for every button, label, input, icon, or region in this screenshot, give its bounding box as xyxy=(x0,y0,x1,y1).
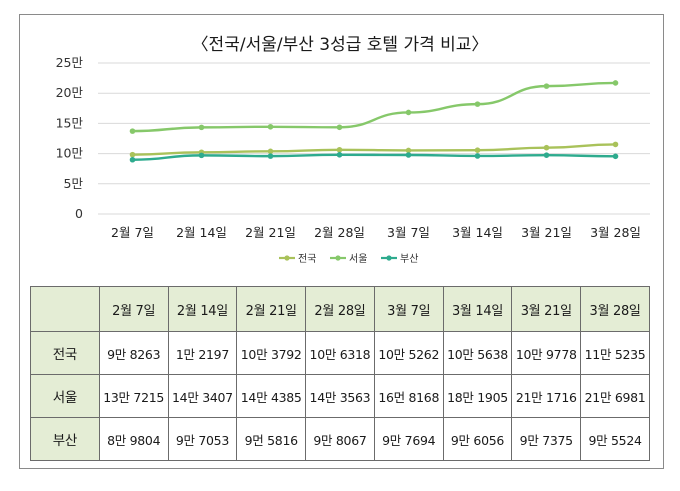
table-cell: 13만 7215 xyxy=(98,374,169,418)
table-cell: 16먼 8168 xyxy=(373,374,444,418)
table-column-header: 2월 7일 xyxy=(98,286,169,332)
data-point xyxy=(543,152,550,158)
table-cell: 9만 6056 xyxy=(442,417,513,461)
data-point xyxy=(543,144,550,151)
table-cell: 10만 3792 xyxy=(236,331,307,375)
x-tick-label: 2월 21일 xyxy=(245,225,296,240)
legend-label: 전국 xyxy=(298,253,316,265)
table-cell: 9만 7694 xyxy=(373,417,444,461)
data-point xyxy=(267,123,274,130)
table-cell: 10만 6318 xyxy=(305,331,375,375)
y-tick-label: 25만 xyxy=(56,55,84,70)
legend-label: 서울 xyxy=(349,253,367,265)
data-point xyxy=(543,83,550,89)
data-point xyxy=(612,141,619,148)
table-cell: 1만 2197 xyxy=(167,331,238,375)
table-column-header: 3월 7일 xyxy=(373,286,444,332)
data-point xyxy=(267,148,274,155)
table-cell: 8만 9804 xyxy=(98,417,169,461)
data-point xyxy=(612,80,619,86)
x-tick-label: 3월 7일 xyxy=(387,225,430,240)
table-row-header: 서울 xyxy=(30,374,100,418)
data-point xyxy=(129,156,136,163)
table-column-header: 3월 14일 xyxy=(442,286,513,332)
table-cell: 9만 7375 xyxy=(511,417,582,461)
data-point xyxy=(474,101,481,107)
table-corner-cell xyxy=(30,286,100,332)
table-cell: 9먼 5816 xyxy=(236,417,307,461)
series-line xyxy=(132,81,616,133)
x-tick-label: 3월 14일 xyxy=(452,225,503,240)
table-header-row: 2월 7일 2월 14일 2월 21일 2월 28일 3월 7일 3월 14일 3월 21일… xyxy=(30,286,650,332)
table-cell: 9만 8067 xyxy=(305,417,375,461)
data-point xyxy=(474,153,481,159)
table-column-header: 3월 28일 xyxy=(580,286,650,332)
x-tick-label: 2월 14일 xyxy=(176,225,227,240)
table-row-header: 부산 xyxy=(30,417,100,461)
table-cell: 14만 4385 xyxy=(236,374,307,418)
series-line xyxy=(132,143,616,156)
y-tick-label: 15만 xyxy=(56,115,84,130)
table-cell: 9만 5524 xyxy=(580,417,650,461)
table-cell: 10만 9778 xyxy=(511,331,582,375)
table-cell: 21만 6981 xyxy=(580,374,650,418)
table-cell: 9만 8263 xyxy=(98,331,169,375)
data-point xyxy=(474,147,481,153)
y-tick-label: 20만 xyxy=(56,85,84,100)
data-point xyxy=(612,153,619,160)
table-cell: 10만 5638 xyxy=(442,331,513,375)
table-row: 서울 13만 7215 14만 3407 14만 4385 14만 3563 16먼 81… xyxy=(30,374,650,418)
y-tick-label: 5만 xyxy=(64,176,84,191)
y-tick-label: 10만 xyxy=(56,146,84,161)
table-cell: 10만 5262 xyxy=(373,331,444,375)
table-row: 부산 8만 9804 9만 7053 9먼 5816 9만 8067 9만 7694 9만 … xyxy=(30,417,650,461)
legend-label: 부산 xyxy=(400,253,418,265)
data-point xyxy=(129,128,136,134)
table-cell: 21만 1716 xyxy=(511,374,582,418)
table-column-header: 2월 21일 xyxy=(236,286,307,332)
x-tick-label: 3월 21일 xyxy=(521,225,572,240)
series-line xyxy=(132,153,616,161)
table-cell: 14만 3563 xyxy=(305,374,375,418)
table-cell: 14만 3407 xyxy=(167,374,238,418)
table-cell: 9만 7053 xyxy=(167,417,238,461)
table-column-header: 3월 21일 xyxy=(511,286,582,332)
legend-marker xyxy=(386,255,392,261)
x-tick-label: 2월 28일 xyxy=(314,225,365,240)
data-point xyxy=(405,109,412,116)
data-point xyxy=(336,124,343,131)
table-cell: 18만 1905 xyxy=(442,374,513,418)
data-point xyxy=(405,147,412,154)
table-column-header: 2월 28일 xyxy=(305,286,375,332)
table-column-header: 2월 14일 xyxy=(167,286,238,332)
table-cell: 11만 5235 xyxy=(580,331,650,375)
data-point xyxy=(336,151,343,158)
y-tick-label: 0 xyxy=(75,206,83,221)
data-point xyxy=(267,153,274,159)
chart-title: 〈전국/서울/부산 3성급 호텔 가격 비교〉 xyxy=(192,35,489,55)
x-tick-label: 3월 28일 xyxy=(590,225,641,240)
data-point xyxy=(198,124,205,131)
data-point xyxy=(198,152,205,159)
data-table: 2월 7일 2월 14일 2월 21일 2월 28일 3월 7일 3월 14일 3월 21일… xyxy=(30,286,650,461)
legend-marker xyxy=(335,255,341,261)
data-point xyxy=(405,152,412,158)
data-point xyxy=(336,146,343,153)
table-row-header: 전국 xyxy=(30,331,100,375)
x-tick-label: 2월 7일 xyxy=(111,225,154,240)
data-point xyxy=(129,151,136,158)
table-row: 전국 9만 8263 1만 2197 10만 3792 10만 6318 10만 5262… xyxy=(30,331,650,375)
legend-marker xyxy=(284,255,290,261)
